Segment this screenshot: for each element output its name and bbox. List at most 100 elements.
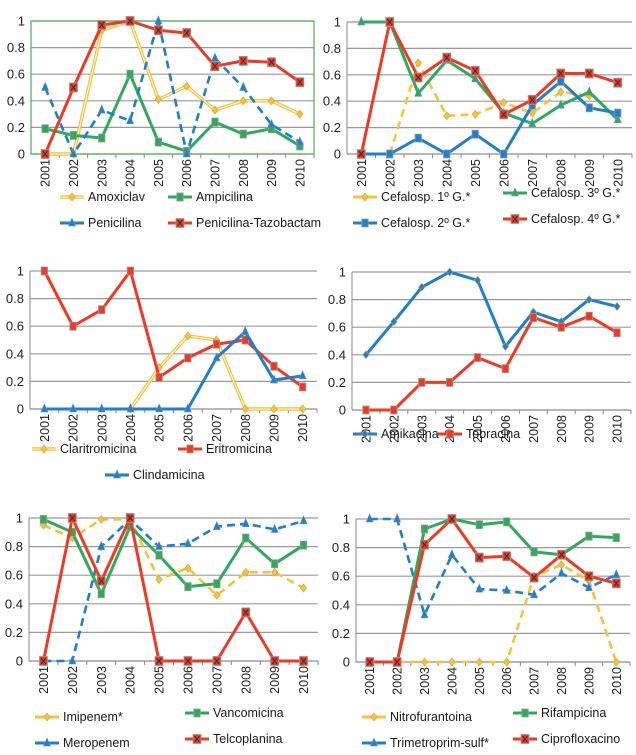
- data-point-marker: [98, 305, 106, 315]
- y-tick-label: 0.4: [7, 93, 25, 108]
- data-point-marker: [67, 513, 77, 523]
- x-tick-label: 2010: [611, 415, 625, 443]
- data-point-marker: [299, 382, 307, 392]
- x-tick-label: 2003: [95, 159, 109, 187]
- series-line: [364, 270, 618, 356]
- data-point-marker: [584, 68, 594, 79]
- legend-item: Penicilina: [60, 216, 142, 230]
- y-tick-label: 0.6: [7, 67, 25, 82]
- y-tick-label: 0.6: [332, 569, 350, 584]
- data-point-marker: [557, 567, 566, 577]
- x-tick-label: 2008: [239, 414, 253, 442]
- legend-label: Eritromicina: [206, 442, 272, 456]
- data-point-marker: [502, 584, 511, 594]
- data-point-marker: [501, 364, 510, 373]
- data-point-marker: [613, 302, 621, 311]
- series-line: [43, 269, 304, 389]
- data-point-marker: [267, 96, 276, 106]
- data-point-marker: [126, 115, 135, 125]
- legend-swatch-icon: [513, 734, 537, 744]
- data-point-marker: [471, 73, 480, 83]
- x-tick-label: 2001: [38, 414, 52, 442]
- series-line: [42, 518, 305, 596]
- data-point-marker: [299, 515, 308, 525]
- data-point-marker: [447, 549, 456, 559]
- data-point-marker: [41, 124, 49, 134]
- series-line: [44, 72, 301, 153]
- data-point-marker: [585, 295, 593, 305]
- legend-label: Penicilina-Tazobactam: [196, 216, 322, 230]
- x-tick-label: 2003: [95, 666, 109, 694]
- x-tick-label: 2005: [473, 667, 487, 695]
- legend-label: Vancomicina: [213, 706, 284, 720]
- data-point-marker: [210, 52, 219, 62]
- legend-swatch-icon: [353, 218, 377, 228]
- data-point-marker: [499, 109, 509, 120]
- legend-label: Claritromicina: [60, 442, 137, 456]
- x-tick-label: 2004: [440, 159, 454, 187]
- data-point-marker: [295, 136, 304, 146]
- data-point-marker: [155, 540, 164, 550]
- data-point-marker: [390, 317, 398, 327]
- data-point-marker: [365, 657, 375, 667]
- data-point-marker: [270, 404, 278, 414]
- data-point-marker: [68, 655, 77, 665]
- data-point-marker: [393, 513, 402, 523]
- x-tick-label: 2004: [124, 159, 138, 187]
- data-point-marker: [97, 514, 105, 524]
- data-point-marker: [267, 118, 276, 129]
- legend-label: Clindamicina: [133, 468, 205, 482]
- y-tick-label: 1: [343, 512, 350, 527]
- data-point-marker: [613, 113, 622, 123]
- x-tick-label: 2009: [583, 159, 597, 187]
- x-tick-label: 2002: [67, 159, 81, 187]
- data-point-marker: [212, 520, 221, 530]
- legend-swatch-icon: [185, 734, 209, 744]
- data-point-marker: [530, 589, 539, 599]
- data-point-marker: [39, 656, 48, 666]
- legend-swatch-icon: [35, 712, 59, 722]
- legend-marker-icon: [40, 444, 48, 454]
- data-point-marker: [97, 104, 106, 114]
- data-point-marker: [267, 57, 276, 68]
- y-tick-label: 0: [18, 147, 25, 162]
- data-point-marker: [298, 370, 307, 380]
- y-tick-label: 0.8: [7, 40, 25, 55]
- data-point-marker: [212, 352, 221, 362]
- data-point-marker: [529, 313, 537, 322]
- data-point-marker: [126, 69, 134, 79]
- data-point-marker: [97, 20, 107, 30]
- legend-swatch-icon: [168, 192, 192, 202]
- x-tick-label: 2007: [210, 414, 224, 442]
- legend-swatch-icon: [105, 469, 129, 479]
- x-tick-label: 2006: [497, 159, 511, 187]
- legend-marker-icon: [511, 187, 519, 197]
- series-line: [361, 20, 619, 126]
- legend-label: Trimetroprim-sulf*: [390, 736, 489, 750]
- legend-marker-icon: [175, 218, 185, 228]
- legend-item: Meropenem: [35, 736, 130, 750]
- data-point-marker: [238, 56, 248, 66]
- legend-marker-icon: [43, 737, 51, 747]
- data-point-marker: [155, 403, 164, 413]
- data-point-marker: [448, 657, 456, 667]
- legend-swatch-icon: [362, 712, 386, 722]
- series-line: [388, 61, 590, 155]
- data-point-marker: [183, 656, 193, 666]
- data-point-marker: [183, 537, 192, 548]
- legend-marker-icon: [520, 734, 530, 744]
- data-point-marker: [362, 350, 370, 360]
- x-tick-label: 2001: [37, 666, 51, 694]
- series-penicilina: [41, 15, 304, 158]
- x-tick-label: 2010: [610, 667, 624, 695]
- legend-swatch-icon: [35, 737, 59, 747]
- x-tick-label: 2004: [124, 414, 138, 442]
- legend-item: Telcoplanina: [185, 732, 283, 746]
- chart-panel-2: 0 0.2 0.4 0.6 0.8 1 2001 2002 2003 2004 2005 2006 20…: [318, 0, 636, 230]
- legend-marker-icon: [446, 429, 454, 439]
- data-point-marker: [184, 563, 192, 573]
- legend-label: Telcoplanina: [213, 732, 283, 746]
- legend-label: Cefalosp. 1º G.*: [381, 190, 471, 204]
- x-tick-label: 2004: [124, 666, 138, 694]
